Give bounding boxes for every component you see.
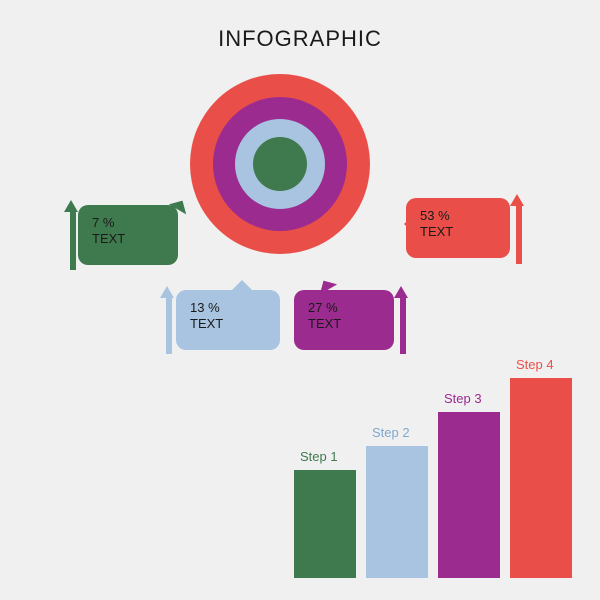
up-arrow-icon [164,286,174,354]
callout-percent: 53 % [420,208,496,224]
callout-percent: 27 % [308,300,380,316]
bar-label: Step 4 [516,357,554,372]
bar-chart: Step 1 Step 2 Step 3 Step 4 [294,358,582,578]
bar [294,470,356,578]
callout-pointer-icon [404,214,414,234]
concentric-rings [190,74,370,254]
callout-percent: 13 % [190,300,266,316]
ring [253,137,307,191]
callout-label: TEXT [308,316,380,332]
bar-label: Step 1 [300,449,338,464]
callout-label: TEXT [190,316,266,332]
up-arrow-icon [514,194,524,264]
bar [438,412,500,578]
callout-pointer-icon [232,280,252,290]
callout-box: 53 %TEXT [406,198,510,258]
callout-box: 7 %TEXT [78,205,178,265]
up-arrow-icon [68,200,78,270]
bar-label: Step 2 [372,425,410,440]
bar-label: Step 3 [444,391,482,406]
callout-box: 27 %TEXT [294,290,394,350]
callout-box: 13 %TEXT [176,290,280,350]
bar [510,378,572,578]
bar [366,446,428,578]
callout-label: TEXT [92,231,164,247]
callout-label: TEXT [420,224,496,240]
up-arrow-icon [398,286,408,354]
page-title: INFOGRAPHIC [0,26,600,52]
callout-percent: 7 % [92,215,164,231]
